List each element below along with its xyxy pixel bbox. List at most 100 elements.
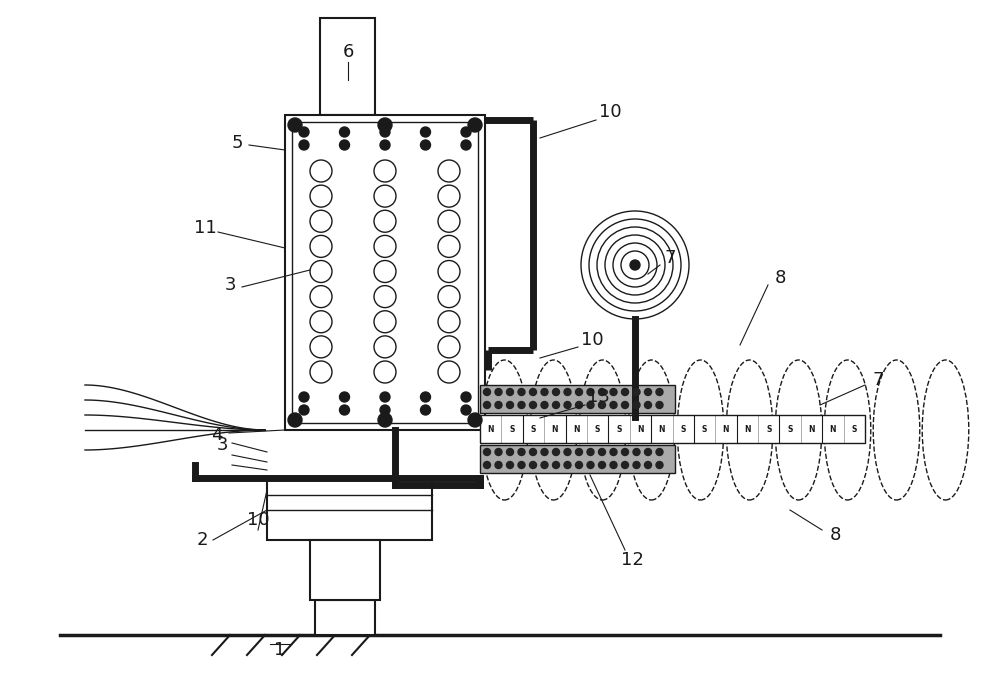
Text: N: N [830, 424, 836, 434]
Circle shape [380, 140, 390, 150]
Text: N: N [723, 424, 729, 434]
Circle shape [656, 462, 663, 469]
Circle shape [461, 405, 471, 415]
Circle shape [438, 160, 460, 182]
Circle shape [541, 402, 548, 409]
Circle shape [310, 261, 332, 282]
Circle shape [495, 449, 502, 456]
Circle shape [438, 261, 460, 282]
Circle shape [564, 449, 571, 456]
Circle shape [310, 286, 332, 308]
Circle shape [438, 286, 460, 308]
Text: S: S [766, 424, 771, 434]
Circle shape [310, 235, 332, 257]
Circle shape [461, 140, 471, 150]
Bar [310, 540, 380, 600]
Circle shape [484, 402, 490, 409]
Circle shape [656, 389, 663, 396]
Circle shape [340, 140, 350, 150]
Circle shape [288, 413, 302, 427]
Circle shape [622, 462, 629, 469]
Text: 1: 1 [274, 641, 286, 659]
Circle shape [564, 389, 571, 396]
Text: S: S [595, 424, 600, 434]
Circle shape [484, 449, 490, 456]
Bar [267, 478, 432, 540]
Circle shape [598, 449, 606, 456]
Circle shape [507, 402, 514, 409]
Circle shape [644, 389, 652, 396]
Circle shape [598, 402, 606, 409]
Circle shape [610, 389, 617, 396]
Circle shape [438, 210, 460, 233]
Text: 10: 10 [599, 103, 621, 121]
Circle shape [461, 127, 471, 137]
Circle shape [507, 449, 514, 456]
Circle shape [299, 140, 309, 150]
Text: S: S [787, 424, 793, 434]
Circle shape [374, 261, 396, 282]
Circle shape [374, 361, 396, 383]
Circle shape [374, 311, 396, 333]
Circle shape [468, 413, 482, 427]
Circle shape [564, 462, 571, 469]
Text: 7: 7 [872, 371, 884, 389]
Text: S: S [681, 424, 686, 434]
Text: 3: 3 [224, 276, 236, 294]
Circle shape [576, 402, 582, 409]
Circle shape [380, 405, 390, 415]
Circle shape [598, 462, 606, 469]
Text: N: N [552, 424, 558, 434]
Circle shape [633, 462, 640, 469]
Circle shape [530, 462, 536, 469]
Circle shape [587, 389, 594, 396]
Circle shape [310, 210, 332, 233]
Text: N: N [808, 424, 815, 434]
Circle shape [576, 449, 582, 456]
Circle shape [438, 336, 460, 358]
Circle shape [374, 210, 396, 233]
Circle shape [299, 392, 309, 402]
Bar [285, 115, 485, 430]
Circle shape [374, 160, 396, 182]
Text: N: N [659, 424, 665, 434]
Circle shape [610, 402, 617, 409]
Circle shape [518, 462, 525, 469]
Text: 11: 11 [194, 219, 216, 237]
Circle shape [438, 311, 460, 333]
Circle shape [378, 118, 392, 132]
Text: 5: 5 [231, 134, 243, 152]
Circle shape [587, 449, 594, 456]
Circle shape [530, 402, 536, 409]
Text: 8: 8 [829, 526, 841, 544]
Circle shape [518, 449, 525, 456]
Circle shape [438, 361, 460, 383]
Bar [480, 385, 675, 413]
Circle shape [484, 389, 490, 396]
Circle shape [420, 392, 430, 402]
Circle shape [299, 127, 309, 137]
Circle shape [630, 260, 640, 270]
Circle shape [552, 402, 560, 409]
Circle shape [530, 449, 536, 456]
Circle shape [507, 462, 514, 469]
Circle shape [644, 449, 652, 456]
Circle shape [552, 449, 560, 456]
Circle shape [541, 389, 548, 396]
Text: S: S [852, 424, 857, 434]
Circle shape [461, 392, 471, 402]
Circle shape [633, 389, 640, 396]
Text: S: S [702, 424, 707, 434]
Circle shape [530, 389, 536, 396]
Circle shape [644, 402, 652, 409]
Circle shape [420, 140, 430, 150]
Circle shape [633, 402, 640, 409]
Circle shape [340, 127, 350, 137]
Text: N: N [487, 424, 494, 434]
Circle shape [622, 402, 629, 409]
Circle shape [610, 462, 617, 469]
Circle shape [420, 405, 430, 415]
Circle shape [518, 389, 525, 396]
Circle shape [552, 462, 560, 469]
Text: N: N [744, 424, 751, 434]
